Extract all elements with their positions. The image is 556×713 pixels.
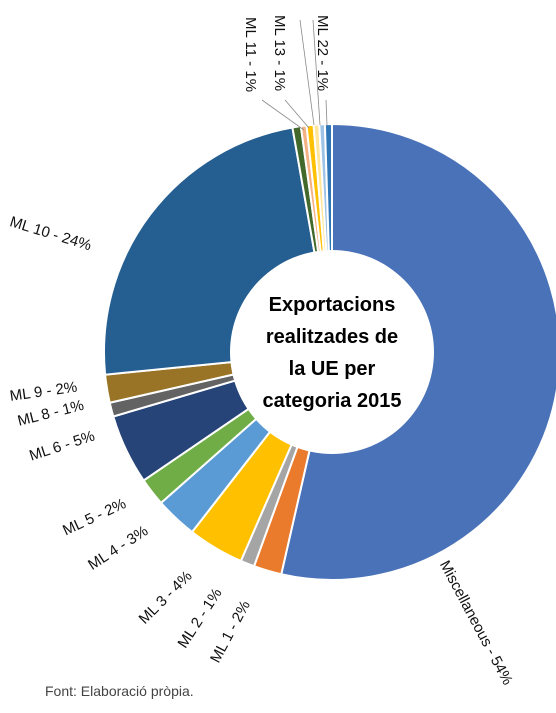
center-title: Exportacions <box>269 294 396 316</box>
leader-line <box>284 99 310 129</box>
slice-label: ML 11 - 1% <box>242 17 259 92</box>
leader-line <box>325 99 328 126</box>
slices <box>103 122 556 581</box>
leader-line <box>312 19 321 126</box>
slice-label: ML 4 - 3% <box>85 522 151 573</box>
leader-line <box>299 19 315 126</box>
slice-label: ML 22 - 1% <box>314 15 331 91</box>
slice-label: ML 13 - 1% <box>271 15 288 91</box>
leader-lines <box>261 19 328 131</box>
slice-label: ML 10 - 24% <box>8 213 94 254</box>
center-title: la UE per <box>289 358 376 380</box>
slice-label: ML 6 - 5% <box>27 427 97 464</box>
center-title: categoria 2015 <box>263 390 402 412</box>
center-hole <box>230 250 434 454</box>
slice-label: ML 5 - 2% <box>60 495 129 539</box>
slice-label: Miscellaneous - 54% <box>436 558 516 688</box>
center-title: realitzades de <box>266 326 398 348</box>
leader-line <box>261 99 305 131</box>
slice-label: ML 3 - 4% <box>136 568 196 628</box>
source-note: Font: Elaboració pròpia. <box>45 683 194 699</box>
